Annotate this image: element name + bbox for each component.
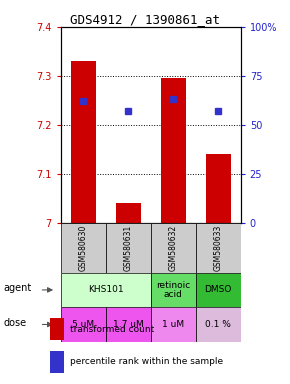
Text: 0.1 %: 0.1 % — [205, 320, 231, 329]
Text: dose: dose — [3, 318, 26, 328]
Text: retinoic
acid: retinoic acid — [156, 281, 191, 299]
Text: transformed count: transformed count — [70, 324, 154, 334]
Bar — [61, 223, 106, 273]
Bar — [71, 61, 96, 223]
Bar — [151, 223, 196, 273]
Bar — [106, 307, 151, 342]
Bar — [50, 318, 64, 340]
Text: KHS101: KHS101 — [88, 285, 124, 295]
Text: DMSO: DMSO — [204, 285, 232, 295]
Bar — [161, 78, 186, 223]
Bar — [151, 273, 196, 307]
Bar — [61, 273, 151, 307]
Text: GDS4912 / 1390861_at: GDS4912 / 1390861_at — [70, 13, 220, 26]
Text: agent: agent — [3, 283, 31, 293]
Text: percentile rank within the sample: percentile rank within the sample — [70, 358, 223, 366]
Bar — [196, 223, 241, 273]
Bar — [50, 351, 64, 373]
Bar — [106, 223, 151, 273]
Text: 1 uM: 1 uM — [162, 320, 184, 329]
Text: 1.7 uM: 1.7 uM — [113, 320, 144, 329]
Bar — [61, 307, 106, 342]
Bar — [151, 307, 196, 342]
Text: GSM580633: GSM580633 — [214, 225, 223, 271]
Text: GSM580631: GSM580631 — [124, 225, 133, 271]
Bar — [196, 273, 241, 307]
Text: GSM580632: GSM580632 — [169, 225, 178, 271]
Bar — [206, 154, 231, 223]
Bar — [196, 307, 241, 342]
Text: GSM580630: GSM580630 — [79, 225, 88, 271]
Bar — [116, 203, 141, 223]
Text: 5 uM: 5 uM — [72, 320, 95, 329]
